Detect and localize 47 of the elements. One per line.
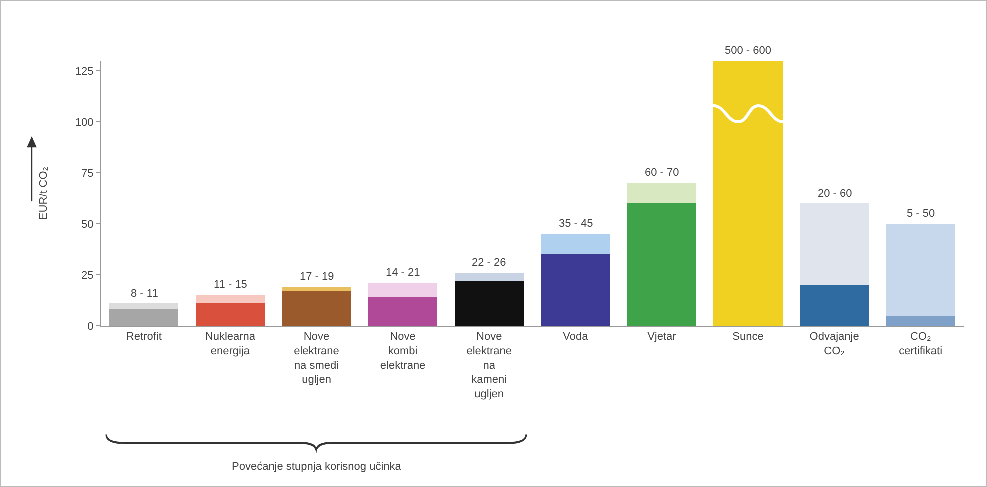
bar	[368, 297, 438, 326]
bar	[541, 234, 610, 255]
annotation: 20 - 60	[818, 188, 852, 200]
x-tick-label: Vjetar	[648, 331, 677, 344]
x-tick-label: Voda	[563, 331, 590, 344]
x-tick-label: CO₂ certifikati	[899, 331, 943, 358]
y-tick-label: 50	[82, 218, 94, 231]
y-axis-title: EUR/t CO₂	[38, 166, 50, 220]
annotation: 60 - 70	[645, 167, 680, 179]
annotation: 35 - 45	[559, 218, 594, 230]
bar	[886, 224, 956, 316]
bar	[110, 310, 179, 326]
bar	[714, 61, 783, 326]
annotation: 8 - 11	[131, 288, 158, 300]
annotation: 17 - 19	[300, 271, 334, 283]
bar	[800, 204, 870, 286]
bar	[282, 291, 352, 326]
x-tick-label: Nove elektrane na smeđi ugljen	[294, 331, 340, 386]
bar	[541, 254, 610, 326]
bar	[196, 295, 265, 304]
y-tick-label: 75	[82, 168, 94, 180]
bar	[196, 304, 265, 326]
annotation: 22 - 26	[472, 257, 506, 269]
annotation: 11 - 15	[214, 279, 248, 291]
x-tick-label: Sunce	[732, 331, 764, 344]
bar	[282, 287, 352, 292]
annotation: 14 - 21	[386, 267, 420, 279]
y-tick-label: 100	[75, 117, 94, 129]
y-tick-label: 25	[82, 270, 94, 282]
x-tick-label: Nove kombi elektrane	[380, 331, 426, 372]
x-tick-label: Odvajanje CO₂	[810, 331, 860, 358]
bar	[454, 273, 524, 282]
bar	[627, 204, 696, 326]
annotation: 500 - 600	[725, 45, 772, 57]
bar	[886, 316, 956, 326]
bar	[110, 304, 179, 310]
x-tick-label: Nuklearna energija	[205, 331, 256, 358]
annotation: 5 - 50	[907, 208, 936, 220]
x-tick-label: Nove elektrane na kameni ugljen	[466, 331, 512, 400]
y-tick-label: 125	[75, 66, 94, 78]
x-tick-label: Retrofit	[126, 331, 162, 344]
bar	[454, 281, 524, 326]
bar	[627, 183, 696, 204]
bar	[368, 283, 438, 298]
bar	[800, 285, 870, 326]
text: Povećanje stupnja korisnog učinka	[232, 461, 402, 473]
y-tick-label: 0	[88, 320, 94, 333]
